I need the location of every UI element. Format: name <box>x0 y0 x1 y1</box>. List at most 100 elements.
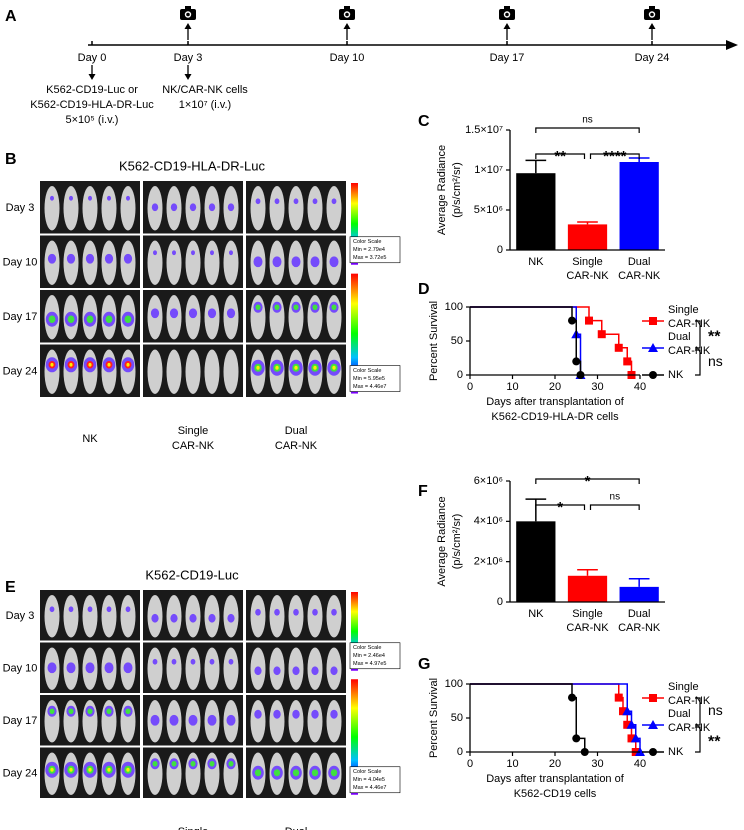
significance-bracket <box>535 478 640 484</box>
signal-core <box>69 362 73 367</box>
mouse <box>166 240 182 285</box>
signal-core <box>68 708 74 715</box>
mouse <box>44 595 60 638</box>
color-scale-text: Max = 4.46e7 <box>353 384 386 390</box>
legend-label: CAR-NK <box>668 318 711 330</box>
color-scale-bar <box>351 679 358 795</box>
mouse <box>269 295 285 340</box>
color-scale-text: Color Scale <box>353 239 381 245</box>
signal-core <box>67 315 75 323</box>
column-label: Single <box>178 826 209 830</box>
panel-label: A <box>5 8 17 25</box>
down-arrowhead <box>184 74 192 80</box>
signal <box>331 198 337 205</box>
survival-line <box>470 683 641 752</box>
color-scale-text: Color Scale <box>353 645 381 651</box>
signal <box>85 253 95 264</box>
signal-core <box>171 760 177 767</box>
camera-lens-inner <box>650 12 654 17</box>
color-scale-text: Max = 3.72e5 <box>353 255 386 261</box>
marker <box>614 343 623 352</box>
signal-core <box>313 365 317 370</box>
down-arrowhead <box>88 74 96 80</box>
mouse <box>288 595 304 638</box>
x-tick-label: NK <box>528 256 544 268</box>
mouse <box>185 240 201 285</box>
row-label: Day 24 <box>3 768 38 780</box>
y-axis-label: Percent Survival <box>428 301 440 381</box>
signal-core <box>311 769 319 777</box>
signal <box>88 195 92 201</box>
mouse <box>63 595 79 638</box>
signal <box>311 709 319 719</box>
x-tick-label: Dual <box>628 256 651 268</box>
legend-label: Single <box>668 304 699 316</box>
x-tick-label: Single <box>572 608 603 620</box>
marker <box>572 734 581 743</box>
signal <box>273 709 281 719</box>
color-scale-text: Min = 2.79e4 <box>353 247 385 253</box>
color-scale-text: Min = 5.95e5 <box>353 376 385 382</box>
signal-core <box>69 767 73 772</box>
y-tick-label: 4×10⁶ <box>474 515 503 527</box>
column-label: NK <box>82 433 98 445</box>
y-tick-label: 6×10⁶ <box>474 475 503 487</box>
panel-label: B <box>5 151 17 168</box>
color-scale-box <box>349 236 401 264</box>
signal <box>189 613 197 623</box>
day-label: Day 10 <box>330 52 365 64</box>
signal <box>312 198 318 205</box>
signal <box>151 203 159 212</box>
signal <box>227 203 235 212</box>
marker <box>572 357 581 366</box>
signal-core <box>107 362 111 367</box>
mouse <box>147 240 163 285</box>
signal-core <box>273 769 281 777</box>
y-axis-label: Average Radiance <box>436 496 448 586</box>
signal <box>331 608 337 616</box>
mouse <box>288 700 304 743</box>
signal <box>172 250 176 256</box>
x-tick-label: CAR-NK <box>566 622 609 634</box>
signal <box>229 250 233 256</box>
camera-lens-inner <box>345 12 349 17</box>
signal <box>151 613 159 623</box>
marker <box>568 316 576 325</box>
day-label: Day 17 <box>490 52 525 64</box>
significance-label: ns <box>708 702 723 718</box>
signal <box>123 662 133 674</box>
significance-label: ** <box>708 734 721 751</box>
legend-label: CAR-NK <box>668 695 711 707</box>
column-label: Dual <box>285 826 308 830</box>
survival-line <box>470 306 633 375</box>
signal-core <box>87 708 93 715</box>
mouse <box>223 349 239 394</box>
signal <box>329 256 339 268</box>
marker <box>585 316 593 325</box>
day-label: Day 0 <box>78 52 107 64</box>
y-tick-label: 2×10⁶ <box>474 556 503 568</box>
column-label: CAR-NK <box>275 440 318 452</box>
significance-bracket <box>589 504 640 510</box>
marker <box>622 706 633 716</box>
mouse <box>288 295 304 340</box>
mouse <box>147 647 163 690</box>
signal-core <box>312 304 318 311</box>
legend-marker <box>649 694 657 702</box>
legend-marker <box>648 343 658 352</box>
signal <box>207 308 217 319</box>
bar <box>619 162 659 250</box>
signal <box>228 658 234 665</box>
x-axis-label: K562-CD19-HLA-DR cells <box>491 411 619 423</box>
injection-note: 1×10⁷ (i.v.) <box>179 99 231 111</box>
mouse <box>101 595 117 638</box>
marker <box>627 734 636 743</box>
mouse <box>63 186 79 231</box>
up-arrowhead <box>184 23 192 29</box>
signal-core <box>126 362 130 367</box>
signal-core <box>293 304 299 311</box>
row-label: Day 3 <box>6 610 35 622</box>
signal <box>169 714 179 726</box>
signal <box>126 195 130 201</box>
